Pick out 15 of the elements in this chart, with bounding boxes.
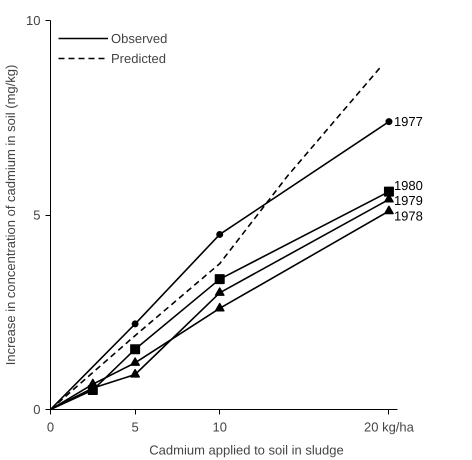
legend-label: Predicted	[111, 50, 166, 66]
series-label: 1978	[394, 208, 423, 224]
x-tick-label: 5	[131, 420, 139, 434]
x-tick-label: 0	[46, 420, 54, 434]
series-label: 1980	[394, 178, 423, 194]
y-tick-label: 5	[33, 208, 41, 222]
series-label: 1977	[394, 114, 423, 130]
x-axis-title: Cadmium applied to soil in sludge	[149, 442, 344, 458]
x-tick-label: 20 kg/ha	[364, 420, 415, 434]
y-tick-label: 10	[26, 13, 41, 28]
y-axis-title: Increase in concentration of cadmium in soil (mg/kg)	[3, 64, 18, 366]
annotation: Observed	[111, 30, 168, 46]
series-label: 1979	[394, 193, 423, 208]
y-tick-label: 0	[33, 402, 41, 417]
x-tick-label: 10	[212, 420, 227, 434]
